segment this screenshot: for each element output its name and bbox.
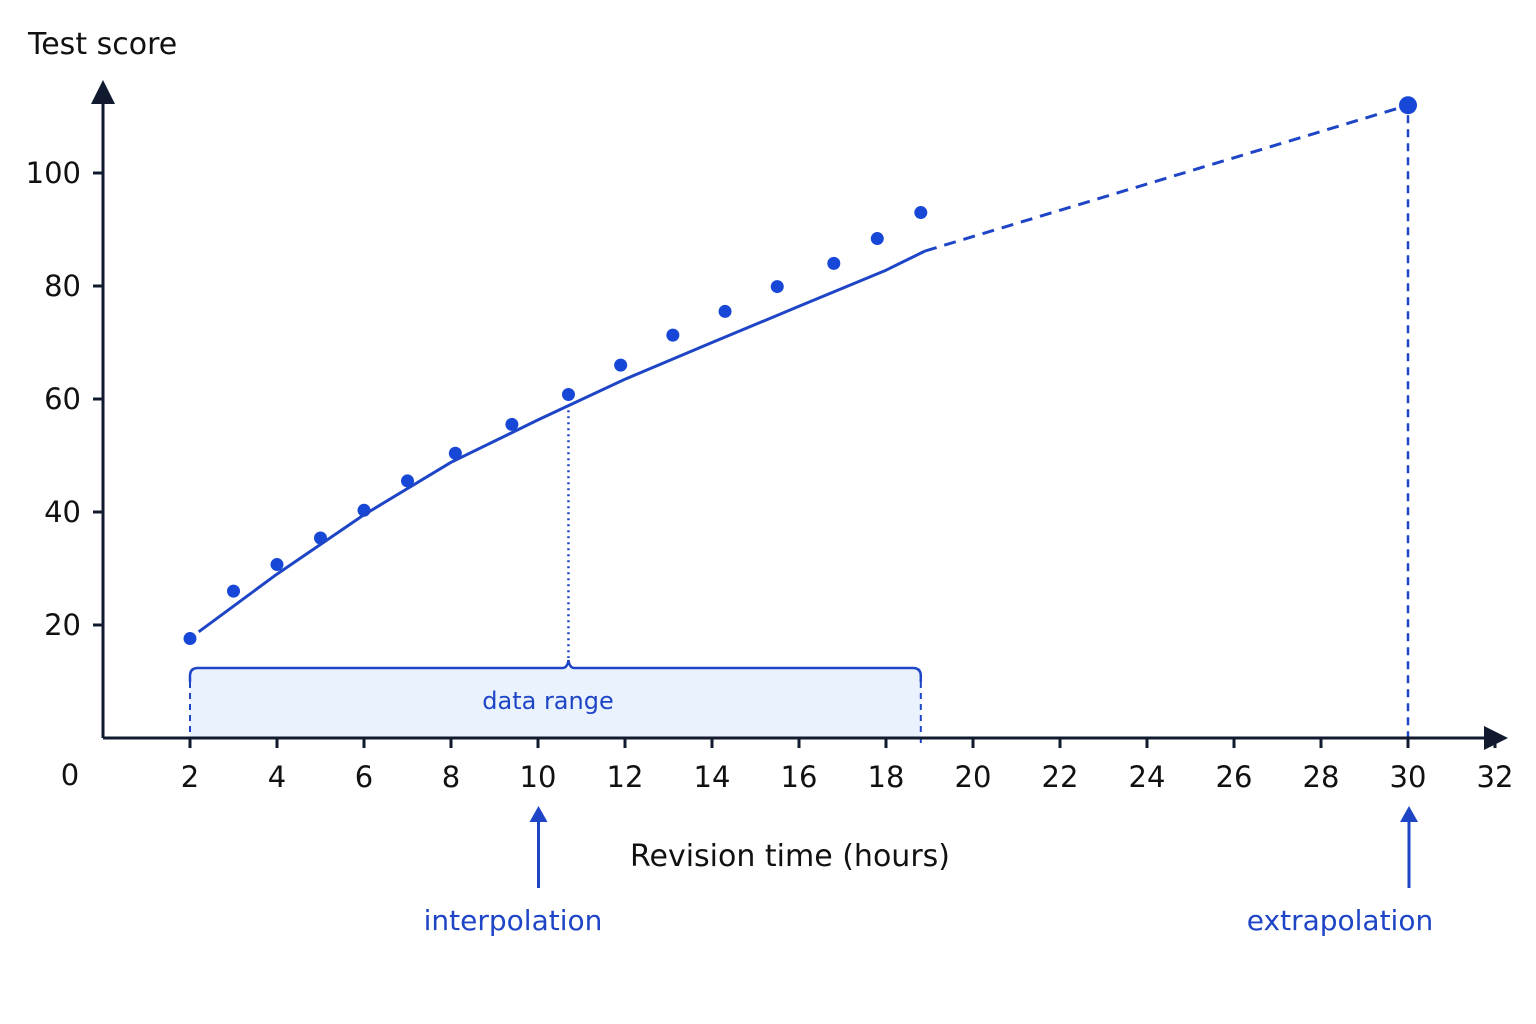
x-tick-label: 20 [955, 760, 992, 794]
data-point [718, 304, 732, 318]
axes-layer [91, 80, 1508, 750]
data-point [505, 417, 519, 431]
data-point [666, 328, 680, 342]
data-point [914, 206, 928, 220]
x-tick-label: 10 [520, 760, 557, 794]
interpolation-label: interpolation [424, 904, 603, 937]
x-tick-label: 6 [355, 760, 373, 794]
x-tick-label: 4 [268, 760, 286, 794]
data-point [770, 280, 784, 294]
x-tick-label: 18 [868, 760, 905, 794]
extrapolation-arrow-head [1400, 806, 1418, 822]
x-tick-label: 8 [442, 760, 460, 794]
data-range-label: data range [482, 687, 613, 715]
data-point [827, 256, 841, 270]
y-axis-label: Test score [27, 27, 177, 62]
guide-lines-layer [529, 115, 1418, 888]
data-point [448, 446, 462, 460]
x-tick-label: 32 [1477, 760, 1514, 794]
data-range-fill [190, 668, 921, 738]
origin-label: 0 [61, 758, 79, 792]
data-range-layer [188, 659, 923, 748]
y-tick-label: 60 [44, 382, 81, 416]
y-tick-label: 100 [26, 156, 81, 190]
x-tick-label: 26 [1216, 760, 1253, 794]
data-point [183, 632, 197, 646]
data-point [227, 584, 240, 598]
x-tick-label: 22 [1042, 760, 1079, 794]
y-tick-label: 40 [44, 495, 81, 529]
x-tick-label: 30 [1390, 760, 1427, 794]
x-tick-label: 14 [694, 760, 731, 794]
x-tick-label: 24 [1129, 760, 1166, 794]
data-point [870, 232, 884, 246]
x-axis-label: Revision time (hours) [630, 839, 950, 874]
extrapolated-line [924, 103, 1409, 253]
data-point [614, 358, 628, 372]
y-tick-label: 20 [44, 608, 81, 642]
labels-layer: Test score Revision time (hours) 0 data … [26, 27, 1514, 937]
series-layer [183, 96, 1417, 646]
y-tick-label: 80 [44, 269, 81, 303]
x-tick-label: 28 [1303, 760, 1340, 794]
interpolation-arrow-head [529, 806, 548, 822]
x-tick-label: 2 [181, 760, 199, 794]
data-point [401, 474, 414, 488]
x-tick-label: 16 [781, 760, 818, 794]
extrapolation-label: extrapolation [1247, 904, 1433, 937]
fit-line [197, 249, 926, 634]
x-tick-label: 12 [607, 760, 644, 794]
data-range-brace [188, 659, 923, 682]
data-point [270, 558, 284, 572]
data-point [561, 387, 575, 401]
extrapolated-point [1399, 96, 1417, 115]
